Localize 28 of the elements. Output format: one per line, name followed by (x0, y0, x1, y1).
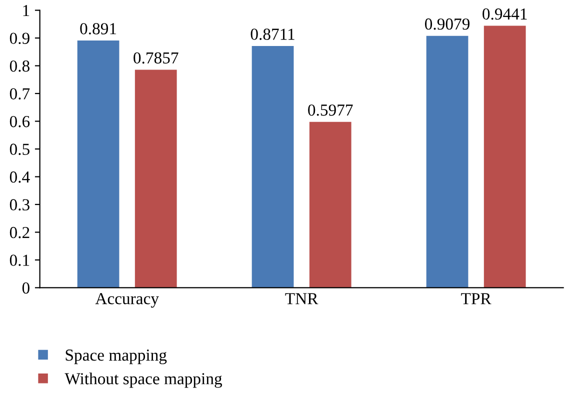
x-tick-label: TPR (461, 293, 492, 304)
bar (252, 46, 294, 288)
x-tick-label: Accuracy (95, 293, 159, 308)
y-tick-label: 0.6 (10, 116, 30, 128)
bar (77, 40, 120, 288)
y-tick-label: 0.1 (10, 254, 30, 266)
data-label: 0.891 (80, 23, 116, 34)
y-tick-label: 0.2 (10, 226, 30, 238)
y-tick-label: 0.7 (10, 88, 30, 100)
bar (309, 122, 352, 288)
bar (134, 70, 177, 288)
data-label: 0.8711 (250, 28, 294, 40)
y-tick-label: 1 (23, 5, 30, 16)
y-tick-label: 0 (22, 282, 30, 294)
y-tick-label: 0.8 (10, 60, 30, 72)
data-label: 0.7857 (134, 52, 178, 64)
y-tick-label: 0.5 (10, 144, 30, 156)
bar (484, 26, 526, 288)
y-tick-label: 0.3 (10, 199, 30, 210)
data-label: 0.9079 (424, 18, 470, 30)
y-tick-label: 0.4 (10, 171, 30, 183)
legend-label: Without space mapping (64, 372, 222, 388)
data-label: 0.9441 (482, 8, 527, 20)
y-tick-label: 0.9 (10, 32, 30, 44)
legend-label: Space mapping (66, 350, 167, 364)
data-label: 0.5977 (308, 104, 353, 116)
bar (426, 36, 468, 288)
x-tick-label: TNR (285, 293, 318, 304)
